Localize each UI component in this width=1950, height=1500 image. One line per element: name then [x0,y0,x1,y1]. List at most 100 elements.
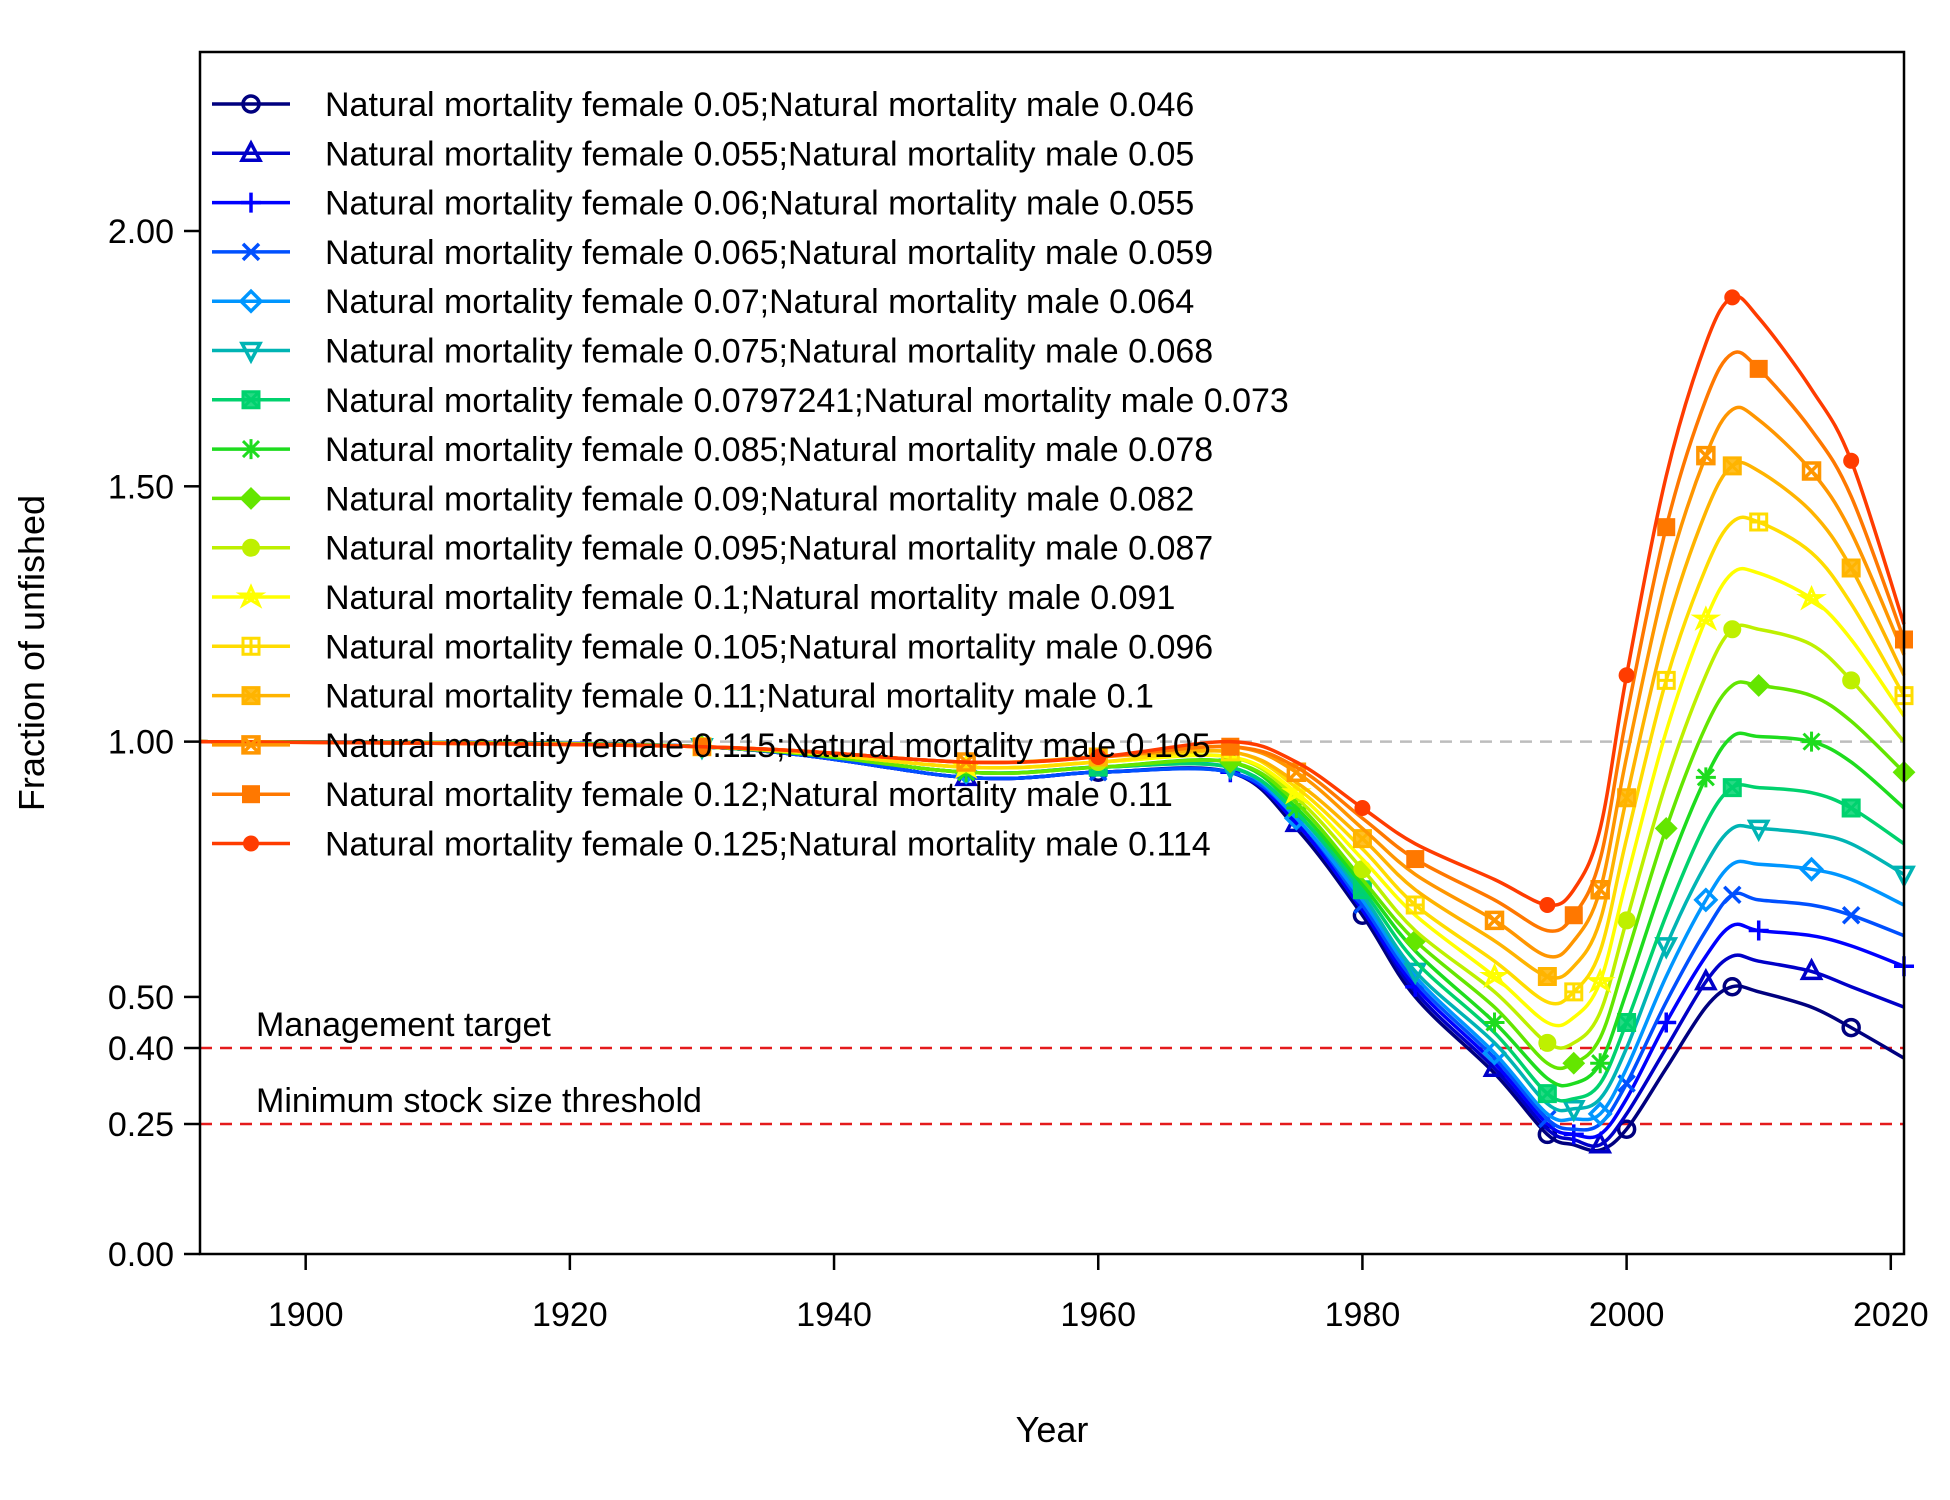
legend-item-13: Natural mortality female 0.115;Natural m… [212,727,1211,765]
y-tick-label-3: 0.50 [108,979,174,1017]
x-axis-title: Year [1016,1409,1089,1450]
legend-item-10: Natural mortality female 0.1;Natural mor… [212,579,1175,617]
series-line-8 [199,680,1906,1071]
series-11-point-10 [1564,982,1584,1002]
legend-label-9: Natural mortality female 0.095;Natural m… [325,530,1213,568]
series-0-point-12 [1616,1119,1637,1139]
x-tick-label-1: 1920 [532,1296,608,1334]
y-tick-label-6: 2.00 [108,213,174,251]
legend-label-11: Natural mortality female 0.105;Natural m… [325,628,1213,666]
series-7-point-11 [1590,1053,1611,1074]
series-10-point-8 [1479,962,1510,989]
series-12-point-18 [1841,558,1861,578]
series-7-point-8 [1484,1012,1505,1033]
series-6-point-15 [1722,778,1742,798]
legend-item-7: Natural mortality female 0.085;Natural m… [212,431,1213,469]
x-axis: 1900 1920 1940 1960 1980 2000 2020 [268,1254,1929,1334]
series-11-point-7 [1405,895,1425,915]
legend-label-8: Natural mortality female 0.09;Natural mo… [325,480,1194,518]
legend-marker-11 [241,636,261,656]
series-7-point-17 [1801,731,1822,752]
legend-item-5: Natural mortality female 0.075;Natural m… [212,333,1213,371]
x-tick-label-6: 2020 [1853,1296,1929,1334]
series-15-point-12 [1618,667,1635,684]
y-tick-label-1: 0.25 [108,1106,174,1144]
series-7-point-5 [1286,798,1307,819]
series-12-point-12 [1617,788,1637,808]
series-10-point-17 [1796,584,1827,611]
series-11-point-16 [1749,512,1769,532]
legend-item-9: Natural mortality female 0.095;Natural m… [212,530,1213,568]
series-14-point-7 [1406,850,1425,869]
series-4-point-14 [1693,887,1719,913]
series-0-point-15 [1722,976,1743,997]
series-0-point-18 [1841,1017,1861,1038]
series-2-point-13 [1656,1012,1677,1033]
series-6-point-9 [1537,1084,1557,1104]
legend-label-13: Natural mortality female 0.115;Natural m… [325,727,1211,765]
legend-marker-7 [241,439,261,460]
reference-label-2: Minimum stock size threshold [256,1082,702,1120]
series-14-point-10 [1564,906,1583,925]
y-tick-label-4: 1.00 [108,724,174,762]
series-13-point-11 [1590,879,1610,900]
series-1-point-17 [1799,957,1824,981]
series-1-point-14 [1693,967,1718,991]
series-7-point-14 [1695,767,1716,788]
series-8-point-10 [1562,1051,1586,1075]
series-15-point-6 [1354,800,1371,817]
legend-item-12: Natural mortality female 0.11;Natural mo… [212,678,1154,716]
plot-frame [198,50,1906,1256]
y-tick-label-5: 1.50 [108,468,174,506]
y-tick-label-2: 0.40 [108,1030,174,1068]
series-11-point-13 [1656,670,1676,690]
legend-label-1: Natural mortality female 0.055;Natural m… [325,135,1194,173]
series-5-point-13 [1654,937,1679,960]
series-9-point-15 [1723,620,1742,639]
series-5-point-10 [1561,1100,1586,1123]
y-axis: 0.00 0.25 0.40 0.50 1.00 1.50 2.00 [108,213,200,1274]
reference-label-1: Management target [256,1006,551,1044]
y-axis-title: Fraction of unfished [11,495,52,811]
series-9-point-12 [1617,911,1636,930]
legend-label-0: Natural mortality female 0.05;Natural mo… [325,86,1194,124]
series-8-point-13 [1654,817,1678,840]
legend-marker-9 [242,538,260,557]
legend-marker-1 [239,139,263,163]
legend-marker-2 [241,192,261,213]
legend-marker-8 [239,486,263,510]
series-15 [199,289,1906,914]
legend-label-5: Natural mortality female 0.075;Natural m… [325,333,1213,371]
x-tick-label-4: 1980 [1325,1296,1401,1334]
series-3-point-18 [1841,905,1861,925]
series-14-point-13 [1657,518,1676,537]
legend-marker-0 [241,94,261,114]
legend-marker-6 [241,390,261,410]
legend-marker-12 [241,686,261,706]
series-3-point-9 [1538,1109,1557,1129]
series-15-point-9 [1539,897,1556,914]
reference-labels: Management target Minimum stock size thre… [256,1006,702,1120]
legend-item-11: Natural mortality female 0.105;Natural m… [212,628,1213,666]
series-6-point-18 [1841,798,1861,818]
legend: Natural mortality female 0.05;Natural mo… [212,86,1289,864]
series-1-point-11 [1588,1131,1613,1154]
series-12-point-9 [1537,967,1557,987]
series-9-point-9 [1538,1033,1557,1052]
x-tick-label-2: 1940 [796,1296,872,1334]
x-tick-label-3: 1960 [1060,1296,1136,1334]
series-13-point-14 [1696,445,1716,466]
x-tick-label-5: 2000 [1589,1296,1665,1334]
legend-item-8: Natural mortality female 0.09;Natural mo… [212,480,1194,518]
series-13-point-17 [1801,461,1822,481]
legend-item-1: Natural mortality female 0.055;Natural m… [212,135,1194,173]
series-line-11 [199,515,1906,1006]
series-14-point-16 [1749,359,1768,378]
series-4-point-17 [1799,856,1825,882]
series-15-point-18 [1843,452,1860,469]
legend-label-10: Natural mortality female 0.1;Natural mor… [325,579,1175,617]
series-13-point-8 [1484,910,1505,931]
legend-label-3: Natural mortality female 0.065;Natural m… [325,234,1213,272]
